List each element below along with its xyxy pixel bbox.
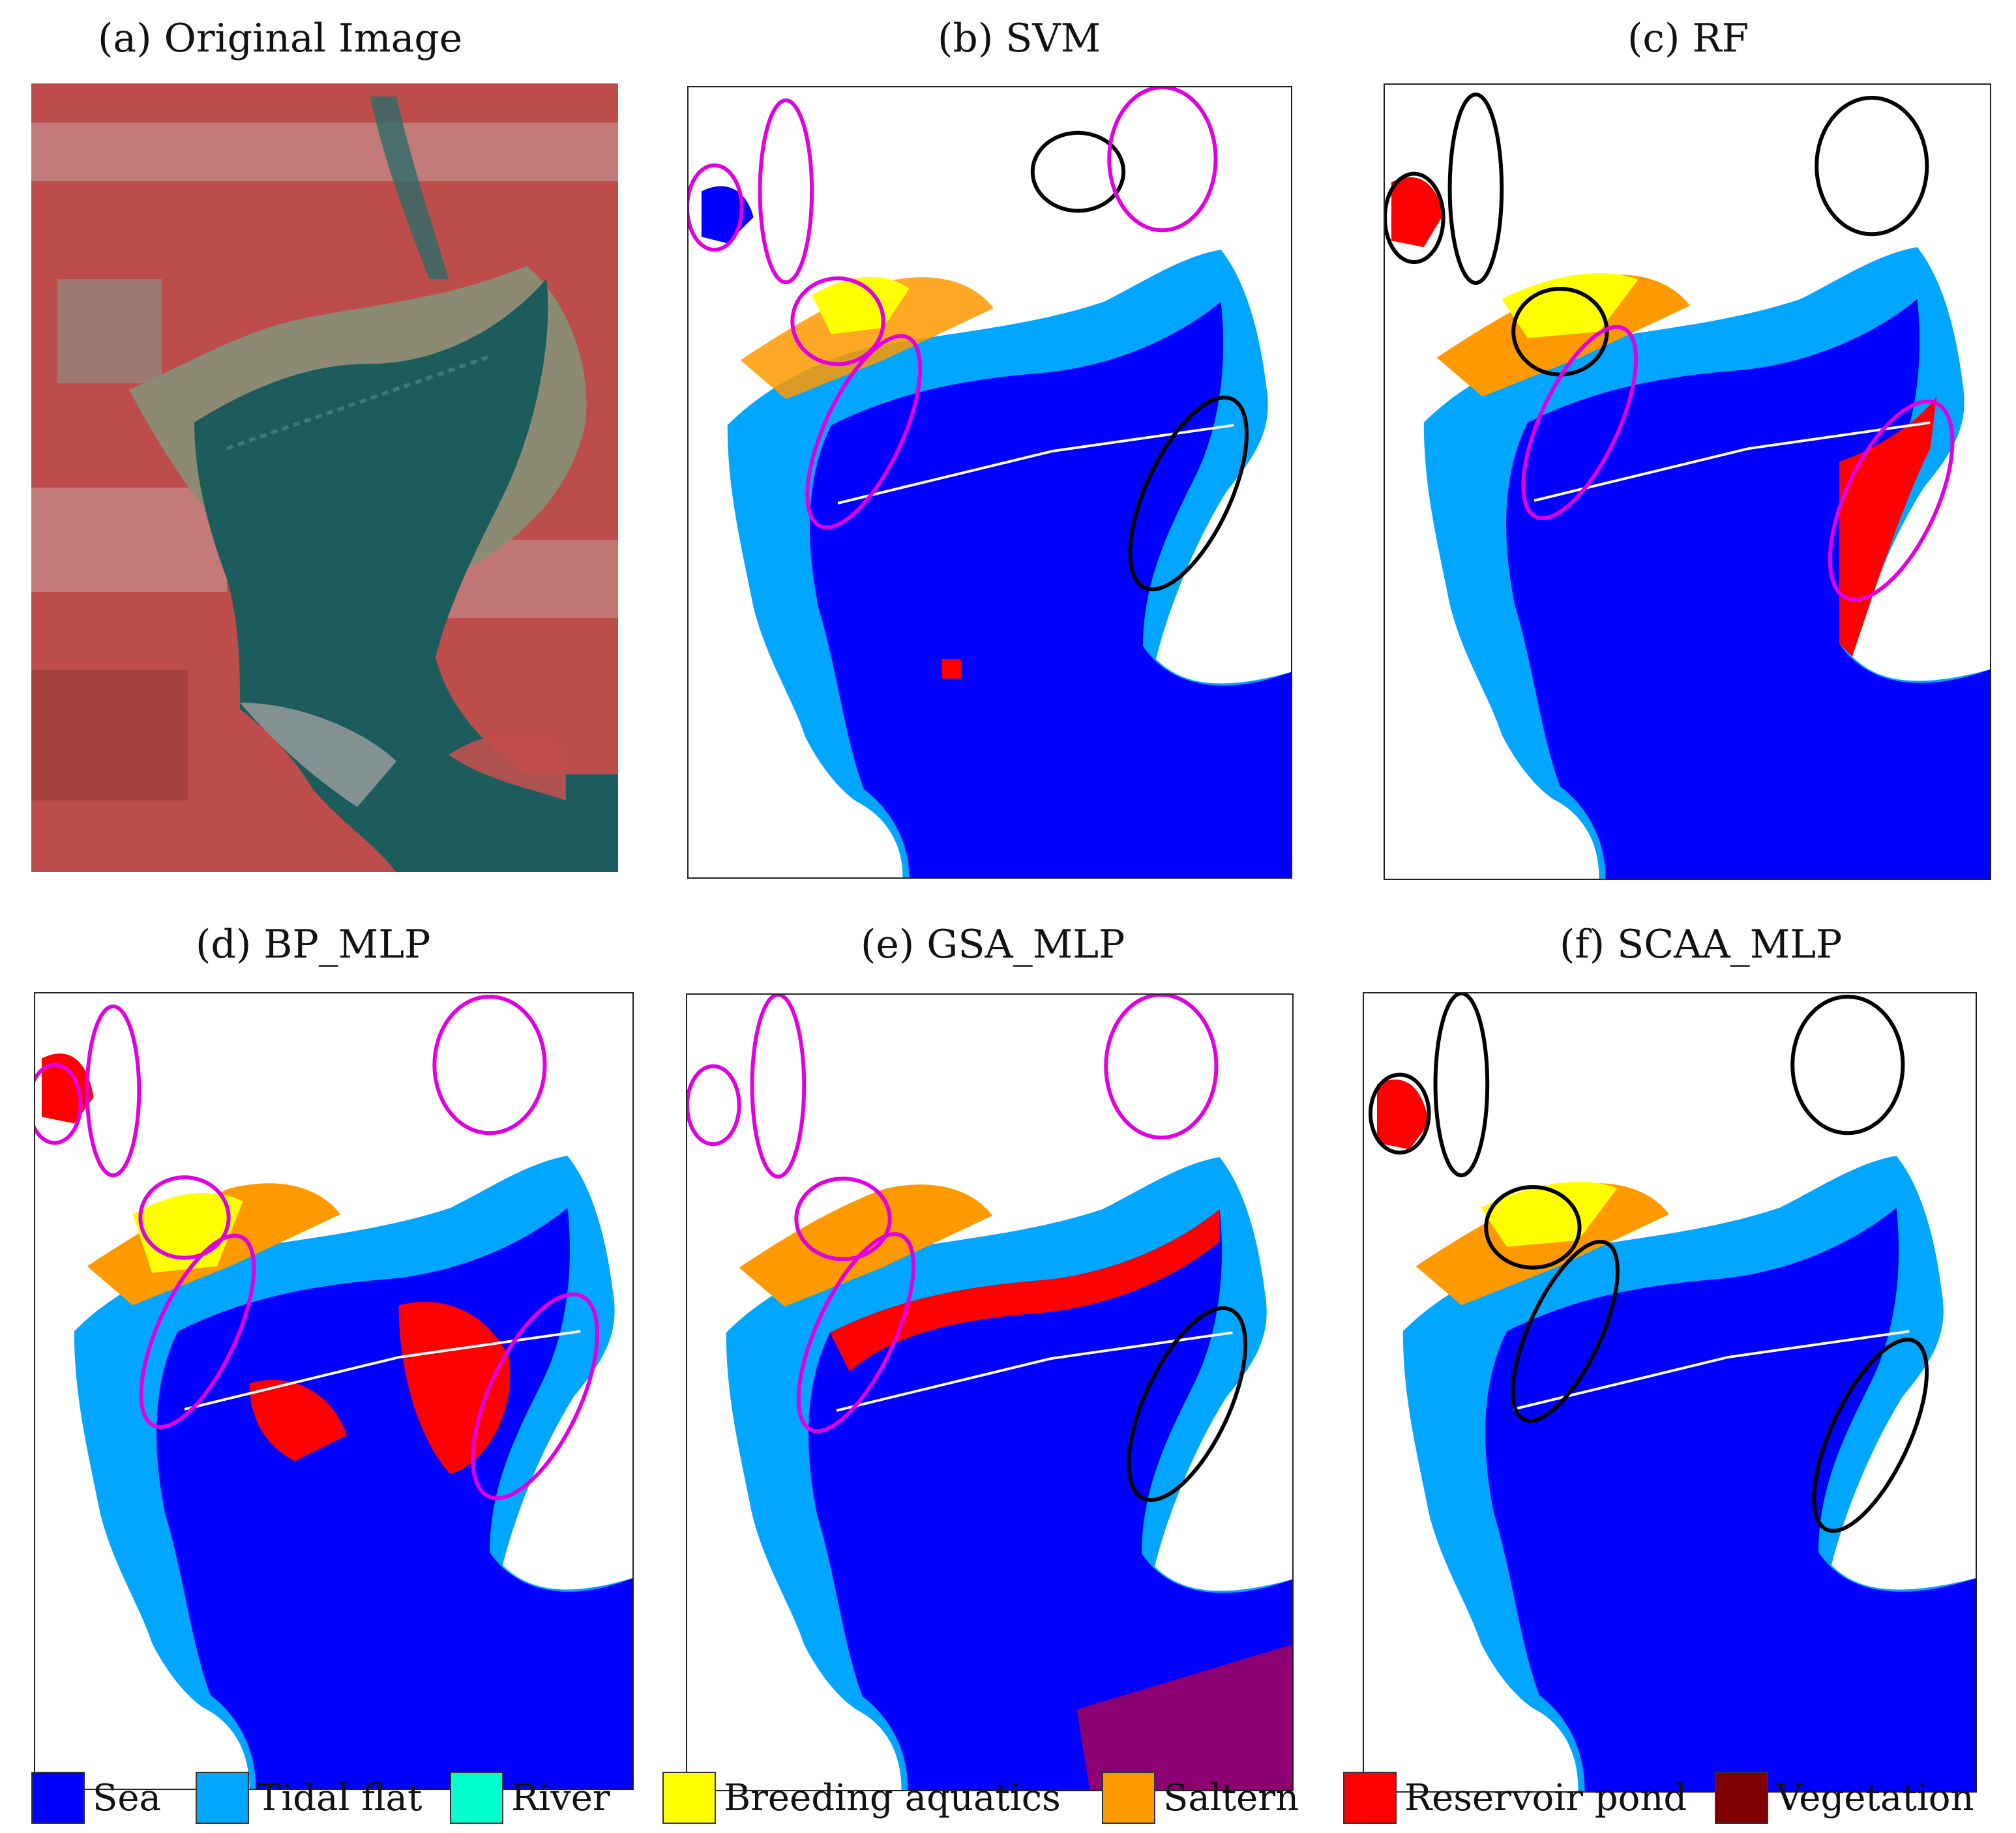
legend-item-reservoir-pond: Reservoir pond [1343, 1772, 1687, 1824]
annotation-ellipse [689, 163, 744, 252]
legend-swatch [1715, 1772, 1768, 1824]
legend-swatch [196, 1772, 249, 1824]
legend-item-vegetation: Vegetation [1715, 1772, 1974, 1824]
panel-title-d: (d) BP_MLP [196, 922, 431, 967]
satellite-image [31, 83, 618, 872]
classification-map-scaa-mlp [1363, 992, 1977, 1793]
legend-swatch [1343, 1772, 1397, 1824]
panel-title-b: (b) SVM [938, 16, 1101, 61]
legend-label: Sea [93, 1776, 161, 1819]
classification-map-bp-mlp [34, 992, 634, 1790]
legend-item-river: River [450, 1772, 610, 1824]
legend-swatch [31, 1772, 85, 1824]
classification-map-gsa-mlp [686, 993, 1294, 1791]
legend-label: Tidal flat [257, 1776, 422, 1819]
legend-item-saltern: Saltern [1102, 1772, 1299, 1824]
reservoir-pond-patch [941, 659, 962, 679]
legend-swatch [1102, 1772, 1155, 1824]
legend-label: Vegetation [1776, 1776, 1974, 1819]
panel-title-e: (e) GSA_MLP [861, 922, 1125, 967]
original-image [31, 83, 618, 872]
legend-item-breeding-aquatics: Breeding aquatics [662, 1772, 1061, 1824]
legend-label: Breeding aquatics [724, 1776, 1061, 1819]
legend-item-tidal-flat: Tidal flat [196, 1772, 422, 1824]
panel-title-c: (c) RF [1627, 16, 1749, 61]
legend-swatch [450, 1772, 503, 1824]
panel-title-f: (f) SCAA_MLP [1560, 922, 1843, 967]
saltern-region [740, 277, 994, 400]
classification-map-svm [687, 86, 1292, 879]
legend-item-sea: Sea [31, 1772, 161, 1824]
classification-map-rf [1384, 83, 1991, 880]
legend-label: Saltern [1163, 1776, 1299, 1819]
bridge-line [1052, 424, 1234, 453]
sea-region [810, 301, 1291, 877]
legend-label: Reservoir pond [1404, 1776, 1687, 1819]
legend-swatch [662, 1772, 716, 1824]
panel-title-a: (a) Original Image [98, 16, 463, 61]
legend-label: River [511, 1776, 610, 1819]
